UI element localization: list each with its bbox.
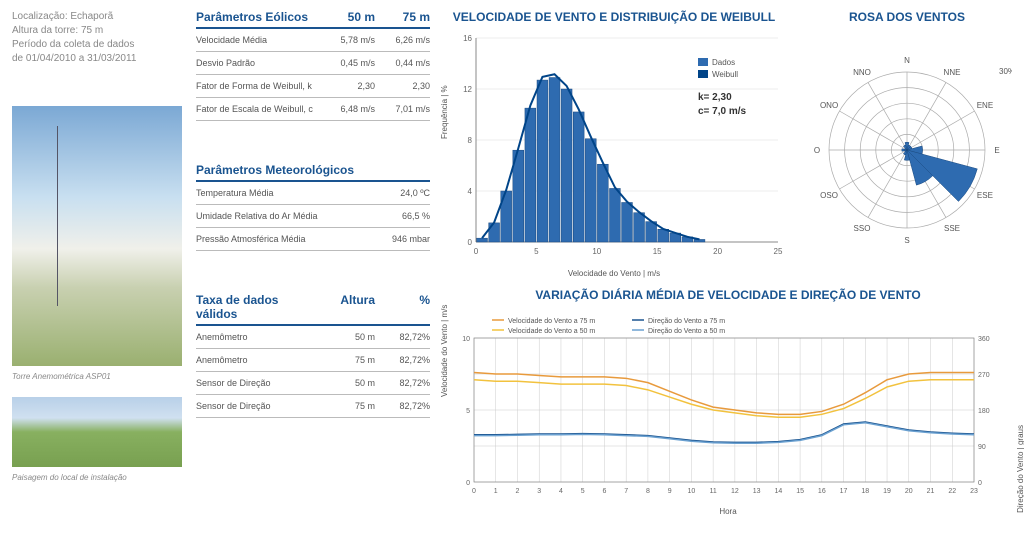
svg-text:Dados: Dados xyxy=(712,58,735,67)
svg-text:90: 90 xyxy=(978,444,986,451)
svg-text:10: 10 xyxy=(687,488,695,495)
svg-text:5: 5 xyxy=(466,408,470,415)
table-row: Anemômetro75 m82,72% xyxy=(196,349,430,372)
svg-text:OSO: OSO xyxy=(820,191,838,200)
svg-text:Weibull: Weibull xyxy=(712,70,738,79)
svg-text:11: 11 xyxy=(709,488,716,495)
svg-text:ENE: ENE xyxy=(977,101,993,110)
valid-data-title: Taxa de dados válidosAltura% xyxy=(196,293,430,326)
metadata-block: Localização: Echaporã Altura da torre: 7… xyxy=(12,10,182,66)
svg-text:NNE: NNE xyxy=(944,68,961,77)
svg-text:4: 4 xyxy=(468,187,473,196)
svg-text:0: 0 xyxy=(474,247,479,256)
svg-text:20: 20 xyxy=(905,488,913,495)
svg-text:E: E xyxy=(994,146,999,155)
svg-text:2: 2 xyxy=(516,488,520,495)
table-row: Fator de Escala de Weibull, c6,48 m/s7,0… xyxy=(196,98,430,121)
svg-text:10: 10 xyxy=(592,247,601,256)
svg-text:5: 5 xyxy=(534,247,539,256)
landscape-photo-caption: Paisagem do local de instalação xyxy=(12,473,182,482)
svg-text:20: 20 xyxy=(713,247,722,256)
svg-text:Velocidade do Vento a 50 m: Velocidade do Vento a 50 m xyxy=(508,328,595,335)
meteo-params-title: Parâmetros Meteorológicos xyxy=(196,163,430,182)
svg-text:180: 180 xyxy=(978,408,990,415)
svg-text:0: 0 xyxy=(468,238,473,247)
weibull-chart: VELOCIDADE DE VENTO E DISTRIBUIÇÃO DE WE… xyxy=(444,10,784,278)
eolic-params-title: Parâmetros Eólicos50 m75 m xyxy=(196,10,430,29)
svg-text:15: 15 xyxy=(653,247,662,256)
svg-text:13: 13 xyxy=(753,488,761,495)
svg-text:0: 0 xyxy=(466,480,470,487)
svg-text:8: 8 xyxy=(646,488,650,495)
svg-text:NNO: NNO xyxy=(853,68,871,77)
svg-text:15: 15 xyxy=(796,488,804,495)
svg-text:21: 21 xyxy=(927,488,935,495)
svg-text:10: 10 xyxy=(462,336,470,343)
svg-text:25: 25 xyxy=(774,247,783,256)
svg-text:0: 0 xyxy=(472,488,476,495)
svg-text:14: 14 xyxy=(774,488,782,495)
svg-text:O: O xyxy=(814,146,820,155)
table-row: Umidade Relativa do Ar Média66,5 % xyxy=(196,205,430,228)
svg-text:Direção do Vento a 50 m: Direção do Vento a 50 m xyxy=(648,328,725,335)
svg-text:c= 7,0 m/s: c= 7,0 m/s xyxy=(698,106,747,117)
table-row: Pressão Atmosférica Média946 mbar xyxy=(196,228,430,251)
svg-text:ONO: ONO xyxy=(820,101,838,110)
svg-text:N: N xyxy=(904,56,910,65)
tower-photo xyxy=(12,106,182,366)
svg-text:1: 1 xyxy=(494,488,498,495)
tower-photo-caption: Torre Anemométrica ASP01 xyxy=(12,372,182,381)
svg-text:16: 16 xyxy=(818,488,826,495)
svg-text:16: 16 xyxy=(463,34,472,43)
svg-text:5: 5 xyxy=(581,488,585,495)
svg-text:19: 19 xyxy=(883,488,891,495)
svg-text:ESE: ESE xyxy=(977,191,993,200)
table-row: Sensor de Direção50 m82,72% xyxy=(196,372,430,395)
svg-text:23: 23 xyxy=(970,488,978,495)
svg-text:6: 6 xyxy=(602,488,606,495)
svg-text:SSO: SSO xyxy=(854,224,871,233)
svg-text:3: 3 xyxy=(537,488,541,495)
svg-text:SSE: SSE xyxy=(944,224,960,233)
svg-text:360: 360 xyxy=(978,336,990,343)
svg-text:12: 12 xyxy=(731,488,739,495)
svg-text:17: 17 xyxy=(840,488,848,495)
svg-text:4: 4 xyxy=(559,488,563,495)
svg-text:18: 18 xyxy=(861,488,869,495)
svg-text:8: 8 xyxy=(468,136,473,145)
table-row: Temperatura Média24,0 ºC xyxy=(196,182,430,205)
svg-text:7: 7 xyxy=(624,488,628,495)
table-row: Fator de Forma de Weibull, k2,302,30 xyxy=(196,75,430,98)
svg-text:30%: 30% xyxy=(999,67,1012,76)
svg-text:k= 2,30: k= 2,30 xyxy=(698,92,732,103)
svg-text:9: 9 xyxy=(668,488,672,495)
svg-text:Velocidade do Vento a 75 m: Velocidade do Vento a 75 m xyxy=(508,318,595,325)
wind-rose-chart: ROSA DOS VENTOS NNNEENEEESESSESSSOOSOOON… xyxy=(802,10,1012,278)
svg-text:0: 0 xyxy=(978,480,982,487)
svg-text:Direção do Vento a 75 m: Direção do Vento a 75 m xyxy=(648,318,725,325)
table-row: Desvio Padrão0,45 m/s0,44 m/s xyxy=(196,52,430,75)
table-row: Anemômetro50 m82,72% xyxy=(196,326,430,349)
table-row: Sensor de Direção75 m82,72% xyxy=(196,395,430,418)
landscape-photo xyxy=(12,397,182,467)
svg-text:270: 270 xyxy=(978,372,990,379)
svg-text:22: 22 xyxy=(948,488,956,495)
daily-variation-chart: VARIAÇÃO DIÁRIA MÉDIA DE VELOCIDADE E DI… xyxy=(444,288,1012,516)
svg-text:12: 12 xyxy=(463,85,472,94)
table-row: Velocidade Média5,78 m/s6,26 m/s xyxy=(196,29,430,52)
tables-column: Parâmetros Eólicos50 m75 mVelocidade Méd… xyxy=(196,10,430,516)
svg-text:S: S xyxy=(904,236,909,245)
